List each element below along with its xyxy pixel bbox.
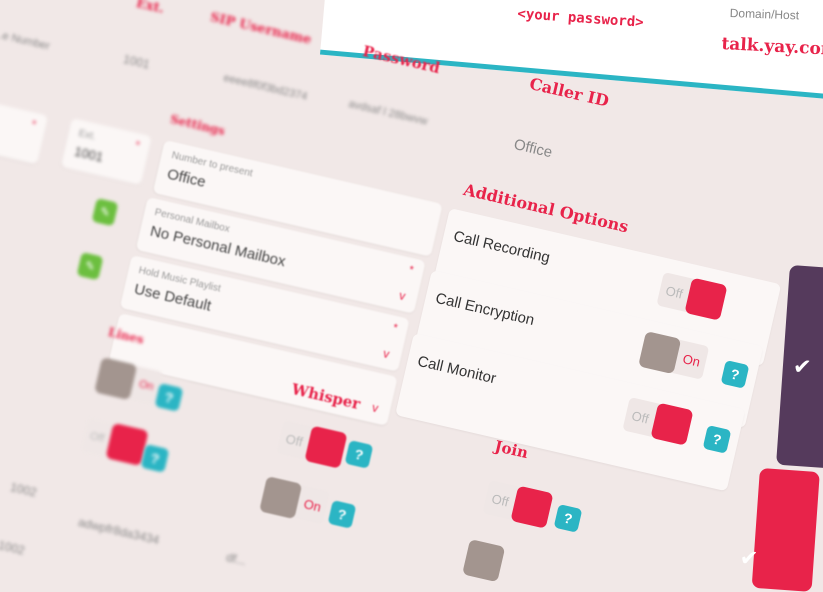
check-icon: ✔ (738, 544, 759, 572)
toggle-state: Off (284, 430, 305, 450)
chevron-down-icon: v (381, 346, 391, 362)
number-value: Office (165, 165, 208, 191)
help-button[interactable]: ? (553, 504, 583, 533)
check-icon: ✔ (792, 353, 813, 380)
row2-ext: 1002 (8, 480, 39, 500)
toggle-state: Off (490, 490, 511, 510)
edit-icon[interactable]: ✎ (76, 252, 104, 281)
whisper-toggle[interactable]: On (259, 476, 331, 525)
help-button[interactable]: ? (154, 383, 184, 412)
settings-title: Settings (168, 112, 227, 139)
edit-icon[interactable]: ✎ (91, 198, 119, 227)
ext-field[interactable]: Ext. 1001 * (60, 118, 152, 186)
col-caller-id: Caller ID (527, 74, 611, 111)
row2-password: df... (224, 550, 248, 569)
toggle-knob (638, 331, 682, 375)
toggle-knob (510, 485, 554, 529)
toggle-state: On (302, 495, 323, 515)
col-number: ...e Number (0, 28, 51, 53)
whisper-toggle[interactable]: Off (276, 420, 348, 469)
toggle-knob (304, 425, 348, 469)
lines-toggle[interactable]: Off (80, 418, 150, 467)
row1-ext: 1001 (121, 52, 152, 72)
col-sip-username: SIP Username (208, 10, 313, 48)
toggle-state: Off (630, 407, 651, 427)
required-marker: * (391, 321, 399, 335)
domain-label: Domain/Host (729, 6, 800, 23)
confirm-button[interactable]: ✔ (739, 468, 820, 592)
help-button[interactable]: ? (344, 440, 374, 469)
toggle-state: On (681, 350, 702, 370)
toggle-state: Off (664, 282, 685, 302)
toggle-state: Off (88, 430, 106, 446)
row2-sip-username: adwpfr8da3434 (76, 515, 161, 548)
join-toggle[interactable]: Off (482, 480, 554, 529)
help-button[interactable]: ? (327, 500, 357, 529)
chevron-down-icon: v (397, 288, 407, 304)
ext-value: 1001 (72, 143, 105, 165)
option-label: Call Monitor (415, 352, 498, 388)
row1-password: avdsaf l 28bwvw (347, 98, 429, 128)
option-label: Call Recording (451, 227, 552, 267)
save-button[interactable]: ✔ (776, 265, 823, 470)
row1-caller-id: Office (512, 136, 554, 162)
required-marker: * (133, 139, 141, 152)
required-marker: * (30, 118, 38, 132)
help-button[interactable]: ? (140, 444, 170, 473)
option-label: Call Encryption (433, 289, 536, 330)
toggle-state: On (137, 378, 155, 394)
toggle-knob (259, 476, 303, 520)
card-placeholder: * (0, 100, 49, 165)
chevron-down-icon: v (370, 400, 380, 416)
required-marker: * (407, 263, 415, 277)
row3-ext: 1002 (0, 538, 27, 558)
join-toggle[interactable] (462, 539, 506, 583)
ext-label: Ext. (77, 128, 97, 143)
col-ext: Ext. (134, 0, 166, 17)
toggle-knob (94, 357, 138, 401)
toggle-knob (462, 539, 506, 583)
row1-sip-username: eeee8f0f3bd2374 (222, 72, 309, 103)
